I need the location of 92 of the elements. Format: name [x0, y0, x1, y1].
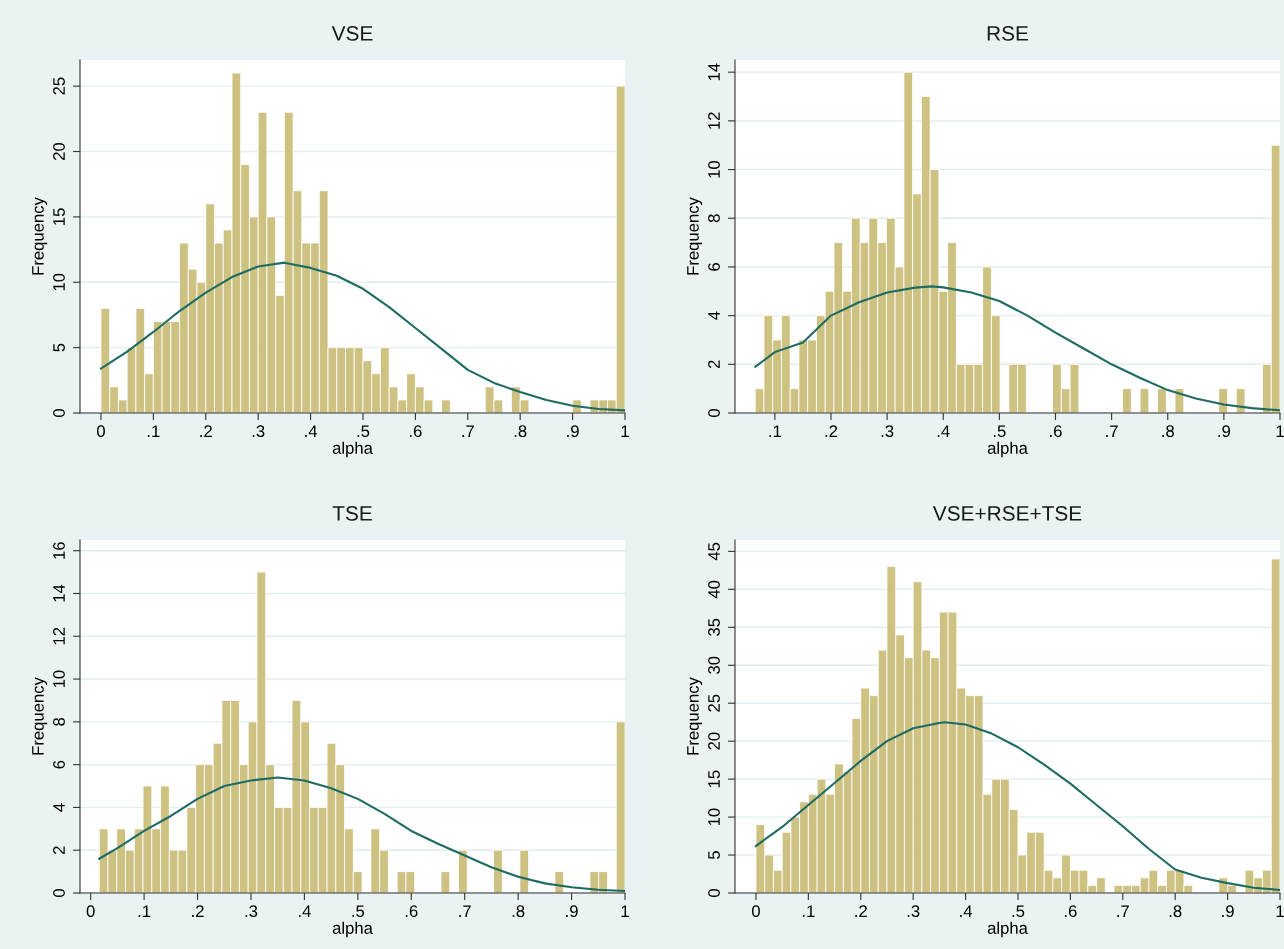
x-tick-label: .5 [352, 905, 365, 918]
x-tick-label: .7 [1106, 425, 1118, 437]
y-tick-label: 30 [708, 656, 720, 674]
line-series [99, 261, 625, 412]
x-tick-label: 1 [1276, 425, 1284, 437]
x-tick-label: .4 [305, 425, 318, 437]
x-tick-label: .6 [405, 905, 418, 918]
y-axis-title: Frequency [32, 677, 48, 755]
y-tick-label: 0 [708, 889, 720, 897]
y-tick-label: 14 [708, 63, 720, 81]
y-tick-label: 2 [53, 846, 65, 855]
y-tick-label: 15 [708, 770, 720, 788]
y-tick-label: 16 [53, 542, 65, 559]
x-tick-label: 0 [751, 905, 760, 918]
x-tick-label: .5 [357, 425, 370, 438]
x-tick-label: .6 [1050, 425, 1062, 438]
y-tick-label: 25 [53, 77, 65, 95]
y-tick-label: 15 [53, 208, 65, 225]
x-tick-label: .1 [769, 425, 781, 437]
y-tick-label: 20 [53, 142, 65, 160]
x-tick-label: .3 [881, 425, 894, 438]
x-axis-title: alpha [987, 441, 1028, 458]
x-tick-label: 1 [1276, 905, 1284, 917]
x-tick-label: .8 [1169, 905, 1182, 918]
line-series [754, 285, 1280, 412]
y-axis-title: Frequency [687, 197, 703, 275]
x-tick-label: .2 [192, 905, 204, 917]
x-tick-label: .3 [252, 425, 265, 438]
chart-title: TSE [332, 506, 372, 521]
x-axis-title: alpha [987, 921, 1028, 938]
x-tick-label: .4 [937, 425, 950, 437]
y-tick-label: 40 [708, 580, 720, 599]
x-tick-label: .1 [138, 905, 151, 917]
x-tick-label: .4 [298, 905, 311, 917]
x-tick-label: .7 [462, 425, 474, 437]
line-series [754, 721, 1280, 891]
x-tick-label: .9 [1222, 905, 1234, 918]
x-tick-label: .1 [147, 425, 160, 437]
x-tick-label: .3 [245, 905, 258, 918]
y-tick-label: 0 [708, 409, 720, 417]
chart-title: VSE [331, 26, 373, 41]
y-tick-label: 12 [708, 112, 720, 129]
x-tick-label: .4 [960, 905, 973, 917]
x-tick-label: .2 [855, 905, 867, 917]
y-tick-label: 35 [708, 618, 720, 636]
y-tick-label: 10 [708, 808, 720, 826]
y-axis-title: Frequency [687, 677, 703, 755]
y-tick-label: 8 [53, 717, 65, 726]
y-tick-label: 10 [53, 670, 65, 688]
x-tick-label: 1 [621, 425, 629, 437]
y-axis-title: Frequency [32, 197, 48, 275]
y-tick-label: 5 [53, 343, 65, 352]
x-tick-label: .2 [200, 425, 212, 437]
y-tick-label: 6 [708, 263, 720, 271]
x-tick-label: .9 [567, 425, 579, 438]
y-tick-label: 6 [53, 760, 65, 769]
x-tick-label: .5 [993, 425, 1006, 438]
x-tick-label: .3 [907, 905, 920, 918]
y-tick-label: 5 [708, 851, 720, 860]
x-tick-label: .6 [409, 425, 422, 438]
chart-title: RSE [987, 26, 1029, 41]
x-tick-label: .5 [1012, 905, 1025, 918]
x-tick-label: 0 [96, 425, 105, 438]
x-axis-title: alpha [332, 441, 373, 458]
y-tick-label: 12 [53, 627, 65, 645]
x-tick-label: 0 [86, 905, 95, 918]
y-tick-label: 45 [708, 542, 720, 561]
y-tick-label: 2 [708, 360, 720, 369]
y-tick-label: 25 [708, 694, 720, 712]
line-series [98, 776, 625, 893]
x-tick-label: .6 [1064, 905, 1077, 918]
y-tick-label: 4 [53, 803, 65, 812]
y-tick-label: 0 [53, 409, 65, 417]
x-tick-label: .8 [1162, 425, 1174, 438]
x-tick-label: .1 [802, 905, 815, 917]
x-tick-label: .8 [514, 425, 527, 438]
x-tick-label: .8 [512, 905, 525, 918]
x-tick-label: .2 [825, 425, 838, 437]
x-tick-label: .7 [459, 905, 471, 917]
y-tick-label: 8 [708, 214, 720, 223]
y-tick-label: 4 [708, 311, 720, 320]
y-tick-label: 10 [708, 160, 720, 178]
x-tick-label: .7 [1117, 905, 1129, 917]
x-tick-label: 1 [621, 905, 629, 917]
y-tick-label: 14 [53, 584, 65, 602]
chart-title: VSE+RSE+TSE [932, 506, 1082, 521]
y-tick-label: 20 [708, 732, 720, 750]
x-axis-title: alpha [332, 921, 373, 938]
y-tick-label: 0 [53, 889, 65, 897]
y-tick-label: 10 [53, 273, 65, 291]
x-tick-label: .9 [1218, 425, 1231, 438]
x-tick-label: .9 [566, 905, 578, 918]
